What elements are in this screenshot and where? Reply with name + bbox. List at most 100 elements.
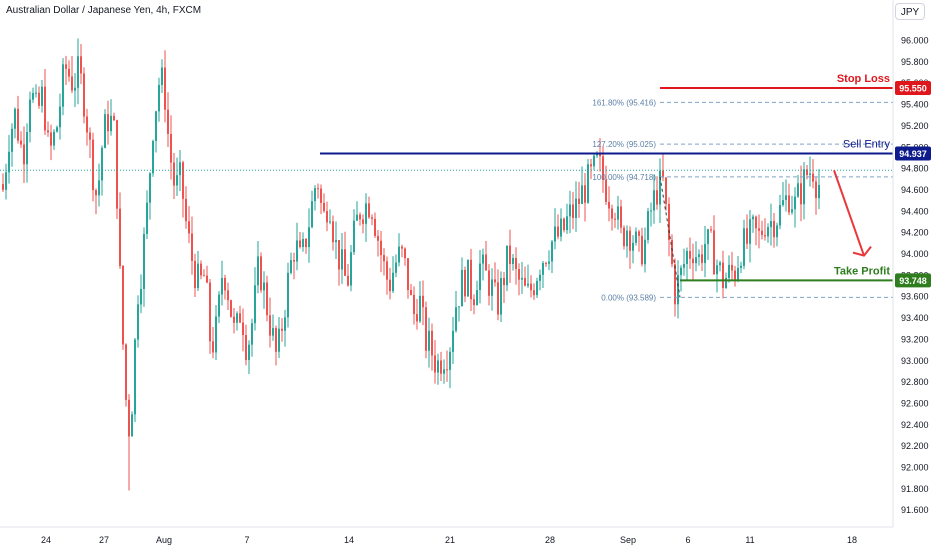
candle-body: [554, 226, 556, 242]
candle-body: [653, 190, 655, 211]
candle-body: [443, 369, 445, 374]
candle-body: [224, 277, 226, 291]
candle-body: [641, 235, 643, 265]
candle-body: [497, 282, 499, 315]
candle-body: [293, 260, 295, 262]
candle-body: [515, 258, 517, 270]
candle-body: [665, 177, 667, 204]
candle-body: [176, 175, 178, 186]
candle-body: [134, 339, 136, 415]
sell-entry-label: Sell Entry: [843, 138, 891, 150]
candle-body: [482, 254, 484, 264]
stop-loss-price-tag-text: 95.550: [899, 84, 927, 94]
candle-body: [281, 328, 283, 331]
candle-body: [374, 218, 376, 236]
candle-body: [677, 275, 679, 305]
candle-body: [587, 164, 589, 203]
candle-body: [719, 262, 721, 266]
y-tick-label: 96.000: [901, 36, 929, 46]
candle-body: [569, 204, 571, 217]
candle-body: [20, 140, 22, 145]
candle-body: [131, 414, 133, 437]
sell-arrow-head: [852, 246, 872, 257]
candle-body: [56, 127, 58, 132]
candle-body: [383, 254, 385, 262]
stop-loss-price-tag: [895, 81, 931, 96]
x-tick-label: Aug: [156, 535, 172, 545]
candle-body: [326, 211, 328, 223]
candle-body: [806, 169, 808, 175]
candle-body: [530, 283, 532, 291]
candle-body: [698, 254, 700, 258]
candle-body: [200, 263, 202, 276]
candle-body: [203, 275, 205, 277]
y-tick-label: 92.000: [901, 463, 929, 473]
time-axis[interactable]: 24 27 Aug 7 14 21 28 Sep 6 11 18: [0, 526, 893, 545]
candle-body: [17, 108, 19, 141]
candle-body: [551, 241, 553, 262]
price-axis[interactable]: 96.00095.80095.60095.40095.20095.00094.8…: [892, 0, 931, 527]
candle-body: [722, 262, 724, 289]
candle-body: [425, 307, 427, 351]
candle-body: [209, 282, 211, 342]
currency-button[interactable]: JPY: [895, 3, 925, 20]
candle-body: [227, 290, 229, 301]
candle-body: [101, 147, 103, 181]
candle-body: [797, 183, 799, 197]
candle-body: [221, 277, 223, 295]
candle-body: [344, 249, 346, 276]
candle-body: [725, 277, 727, 289]
candle-body: [137, 304, 139, 340]
candle-body: [500, 277, 502, 315]
candle-body: [299, 240, 301, 248]
candle-body: [800, 183, 802, 205]
candle-body: [2, 184, 4, 190]
candle-body: [740, 265, 742, 268]
x-tick-label: 14: [344, 535, 354, 545]
fib-level-label: 127.20% (95.025): [592, 140, 656, 149]
candle-body: [41, 86, 43, 106]
candle-body: [53, 131, 55, 146]
candle-body: [113, 115, 115, 121]
y-tick-label: 93.600: [901, 292, 929, 302]
candle-body: [563, 218, 565, 231]
stop-loss-label: Stop Loss: [837, 73, 890, 85]
candle-body: [365, 203, 367, 224]
y-tick-label: 94.400: [901, 206, 929, 216]
candle-body: [461, 269, 463, 307]
y-tick-label: 92.800: [901, 377, 929, 387]
candle-body: [74, 87, 76, 91]
candle-body: [785, 195, 787, 201]
candle-body: [731, 264, 733, 271]
candle-body: [44, 86, 46, 131]
candle-body: [269, 315, 271, 336]
candle-body: [782, 200, 784, 205]
candle-body: [668, 203, 670, 240]
candle-body: [98, 180, 100, 196]
candle-body: [311, 201, 313, 228]
candle-body: [47, 130, 49, 133]
candle-body: [206, 275, 208, 283]
chart-title: Australian Dollar / Japanese Yen, 4h, FX…: [6, 5, 202, 16]
candle-body: [419, 295, 421, 322]
candle-body: [368, 203, 370, 218]
candle-body: [440, 360, 442, 374]
candle-body: [197, 263, 199, 289]
candle-body: [647, 211, 649, 240]
candle-body: [767, 227, 769, 237]
candle-body: [179, 162, 181, 176]
candle-body: [254, 285, 256, 324]
candle-body: [395, 262, 397, 273]
candle-body: [662, 170, 664, 178]
candle-body: [5, 172, 7, 190]
candle-body: [659, 170, 661, 205]
candle-body: [248, 344, 250, 361]
candle-body: [290, 260, 292, 273]
candle-body: [11, 128, 13, 152]
levels-layer: 161.80% (95.416) 127.20% (95.025) 100.00% …: [0, 73, 893, 302]
candle-body: [308, 227, 310, 248]
candle-body: [710, 229, 712, 231]
candle-body: [713, 230, 715, 275]
candle-body: [173, 162, 175, 186]
